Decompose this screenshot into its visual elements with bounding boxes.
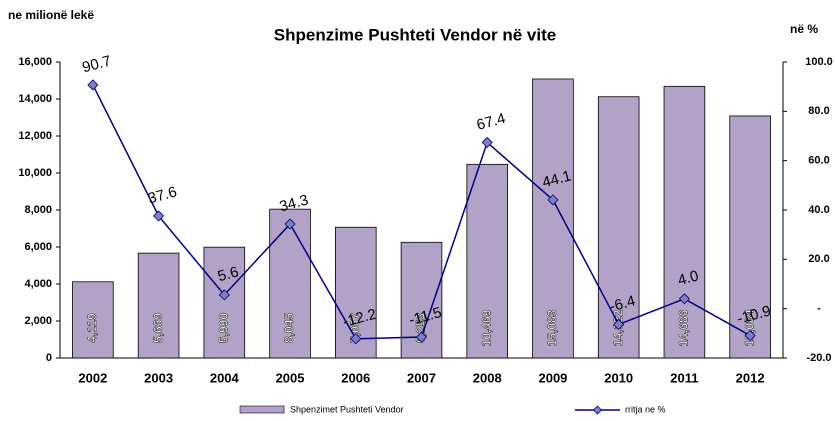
y2-tick-label: 80.0 (808, 105, 829, 117)
line-value-label: 5.6 (216, 263, 241, 285)
line-value-label: 37.6 (146, 183, 179, 207)
legend-label: rritja ne % (625, 404, 666, 414)
bar-value-label: 14,686 (677, 309, 691, 346)
bar (597, 96, 640, 359)
legend-label: Shpenzimet Pushteti Vendor (290, 404, 404, 414)
y2-tick-label: -20.0 (806, 352, 831, 364)
bar (137, 252, 180, 359)
y-tick-label: 10,000 (18, 167, 52, 179)
y-tick-label: 8,000 (24, 204, 52, 216)
y-tick-label: 0 (46, 352, 52, 364)
y2-tick-label: - (817, 303, 821, 315)
y-tick-label: 12,000 (18, 130, 52, 142)
y2-tick-label: 20.0 (808, 253, 829, 265)
x-tick-label: 2006 (341, 370, 370, 385)
bar (663, 85, 706, 359)
line-value-label: 90.7 (80, 52, 113, 76)
line-value-label: -6.4 (608, 292, 637, 315)
marker (415, 331, 428, 343)
bar-value-label: 8,045 (282, 313, 296, 343)
legend-swatch (592, 405, 603, 415)
y-tick-label: 4,000 (24, 278, 52, 290)
y2-tick-label: 100.0 (805, 56, 833, 68)
marker (87, 79, 99, 91)
x-tick-label: 2012 (736, 370, 765, 385)
bar (269, 208, 311, 359)
marker (547, 194, 559, 206)
marker (350, 333, 362, 345)
bar (532, 78, 574, 359)
marker (153, 210, 165, 222)
bar-value-label: 15,083 (545, 309, 559, 346)
chart-title: Shpenzime Pushteti Vendor në vite (274, 25, 556, 44)
x-tick-label: 2010 (604, 370, 633, 385)
x-tick-label: 2008 (473, 370, 502, 385)
x-tick-label: 2007 (407, 370, 436, 385)
y-axis-label: ne milionë lekë (8, 8, 94, 22)
y2-axis-label: në % (790, 22, 818, 36)
bar (72, 281, 114, 359)
bar-value-label: 10,469 (479, 309, 493, 346)
marker (284, 218, 296, 230)
x-tick-label: 2005 (276, 370, 305, 385)
marker (613, 318, 625, 331)
y-tick-label: 16,000 (18, 56, 52, 68)
y-tick-label: 2,000 (24, 315, 52, 327)
line-value-label: 34.3 (278, 192, 311, 216)
x-tick-label: 2011 (670, 370, 698, 385)
legend-swatch (239, 405, 285, 414)
x-tick-label: 2002 (78, 370, 107, 385)
marker (481, 136, 493, 148)
bar-value-label: 5,669 (151, 313, 165, 343)
bar-value-label: 5,990 (216, 313, 230, 343)
marker (218, 289, 230, 301)
x-tick-label: 2003 (144, 370, 173, 385)
bar (466, 163, 509, 359)
x-tick-label: 2004 (210, 370, 240, 385)
marker (678, 293, 690, 305)
bar-value-label: 4,119 (85, 313, 99, 343)
bar-value-label: 7,067 (348, 313, 362, 343)
y-tick-label: 6,000 (24, 241, 52, 253)
line-value-label: 44.1 (541, 167, 574, 191)
y2-tick-label: 40.0 (808, 204, 829, 216)
bar (729, 115, 771, 359)
x-tick-label: 2009 (538, 370, 567, 385)
line-value-label: 4.0 (676, 267, 701, 289)
y-tick-label: 14,000 (18, 93, 52, 105)
line-value-label: 67.4 (475, 110, 508, 134)
bar (203, 246, 246, 359)
y2-tick-label: 60.0 (808, 155, 829, 167)
marker (744, 329, 756, 342)
